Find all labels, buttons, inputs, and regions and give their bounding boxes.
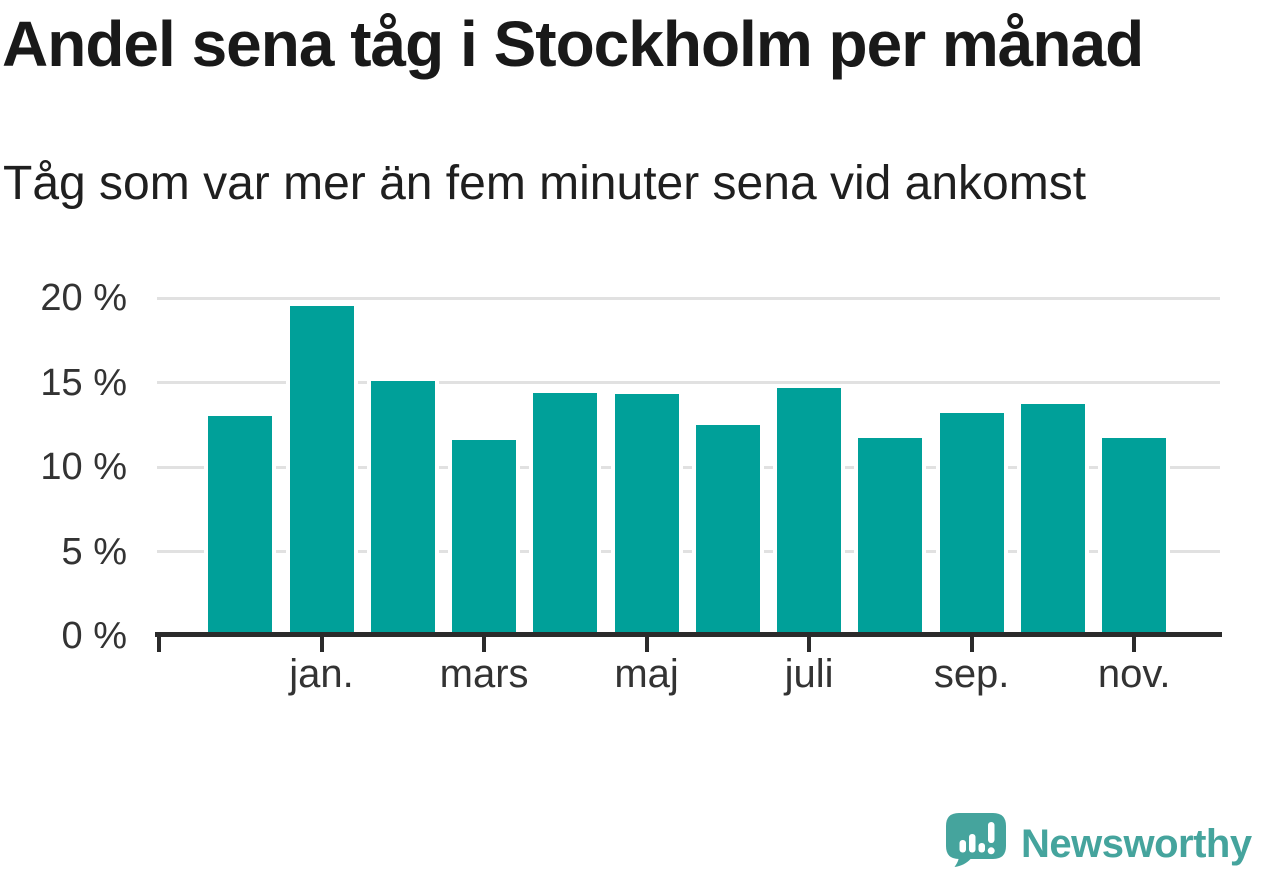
bar-month-7 (695, 424, 760, 636)
x-tick-label-maj: maj (614, 652, 679, 696)
y-tick-label-20: 20 % (40, 277, 127, 319)
x-tick-label-juli: juli (784, 652, 834, 696)
bar-month-12 (1102, 438, 1167, 636)
bar-month-3 (370, 380, 435, 636)
bar-month-8 (777, 387, 842, 636)
y-tick-label-5: 5 % (61, 530, 127, 573)
bar-month-1 (208, 416, 273, 636)
x-tick-label-mars: mars (439, 652, 529, 696)
gridline-20 (157, 296, 1220, 300)
bar-month-10 (939, 412, 1004, 636)
mini-bar-chart-icon (959, 833, 985, 852)
bar-month-4 (452, 439, 517, 636)
bar-month-11 (1020, 404, 1085, 636)
x-tick-juli (807, 637, 812, 652)
x-tick-label-nov: nov. (1097, 652, 1171, 696)
bar-month-6 (614, 394, 679, 636)
newsworthy-logo: Newsworthy (946, 812, 1252, 867)
bar-month-9 (858, 438, 923, 636)
x-tick-label-jan: jan. (289, 652, 354, 696)
x-tick-start (157, 637, 162, 652)
bar-month-2 (289, 306, 354, 636)
y-tick-label-0: 0 % (61, 615, 127, 657)
newsworthy-logo-icon (946, 812, 1006, 867)
y-tick-label-10: 10 % (40, 446, 127, 488)
chart-title: Andel sena tåg i Stockholm per månad (2, 8, 1144, 80)
plot-area: jan. mars maj juli sep. nov. (155, 296, 1222, 696)
newsworthy-logo-text: Newsworthy (1021, 822, 1252, 866)
gridline-15 (157, 381, 1220, 384)
x-tick-jan. (319, 637, 324, 652)
x-tick-sep. (969, 637, 974, 652)
exclamation-icon (987, 821, 995, 854)
x-tick-mars (482, 637, 487, 652)
gridline-5 (157, 550, 1220, 553)
x-tick-nov. (1132, 637, 1137, 652)
x-tick-maj (644, 637, 649, 652)
y-tick-label-15: 15 % (40, 361, 127, 404)
bar-month-5 (533, 392, 598, 636)
chart-subtitle: Tåg som var mer än fem minuter sena vid … (3, 157, 1087, 210)
x-axis-line (155, 632, 1222, 637)
x-tick-label-sep: sep. (933, 652, 1010, 696)
gridline-10 (157, 465, 1220, 469)
